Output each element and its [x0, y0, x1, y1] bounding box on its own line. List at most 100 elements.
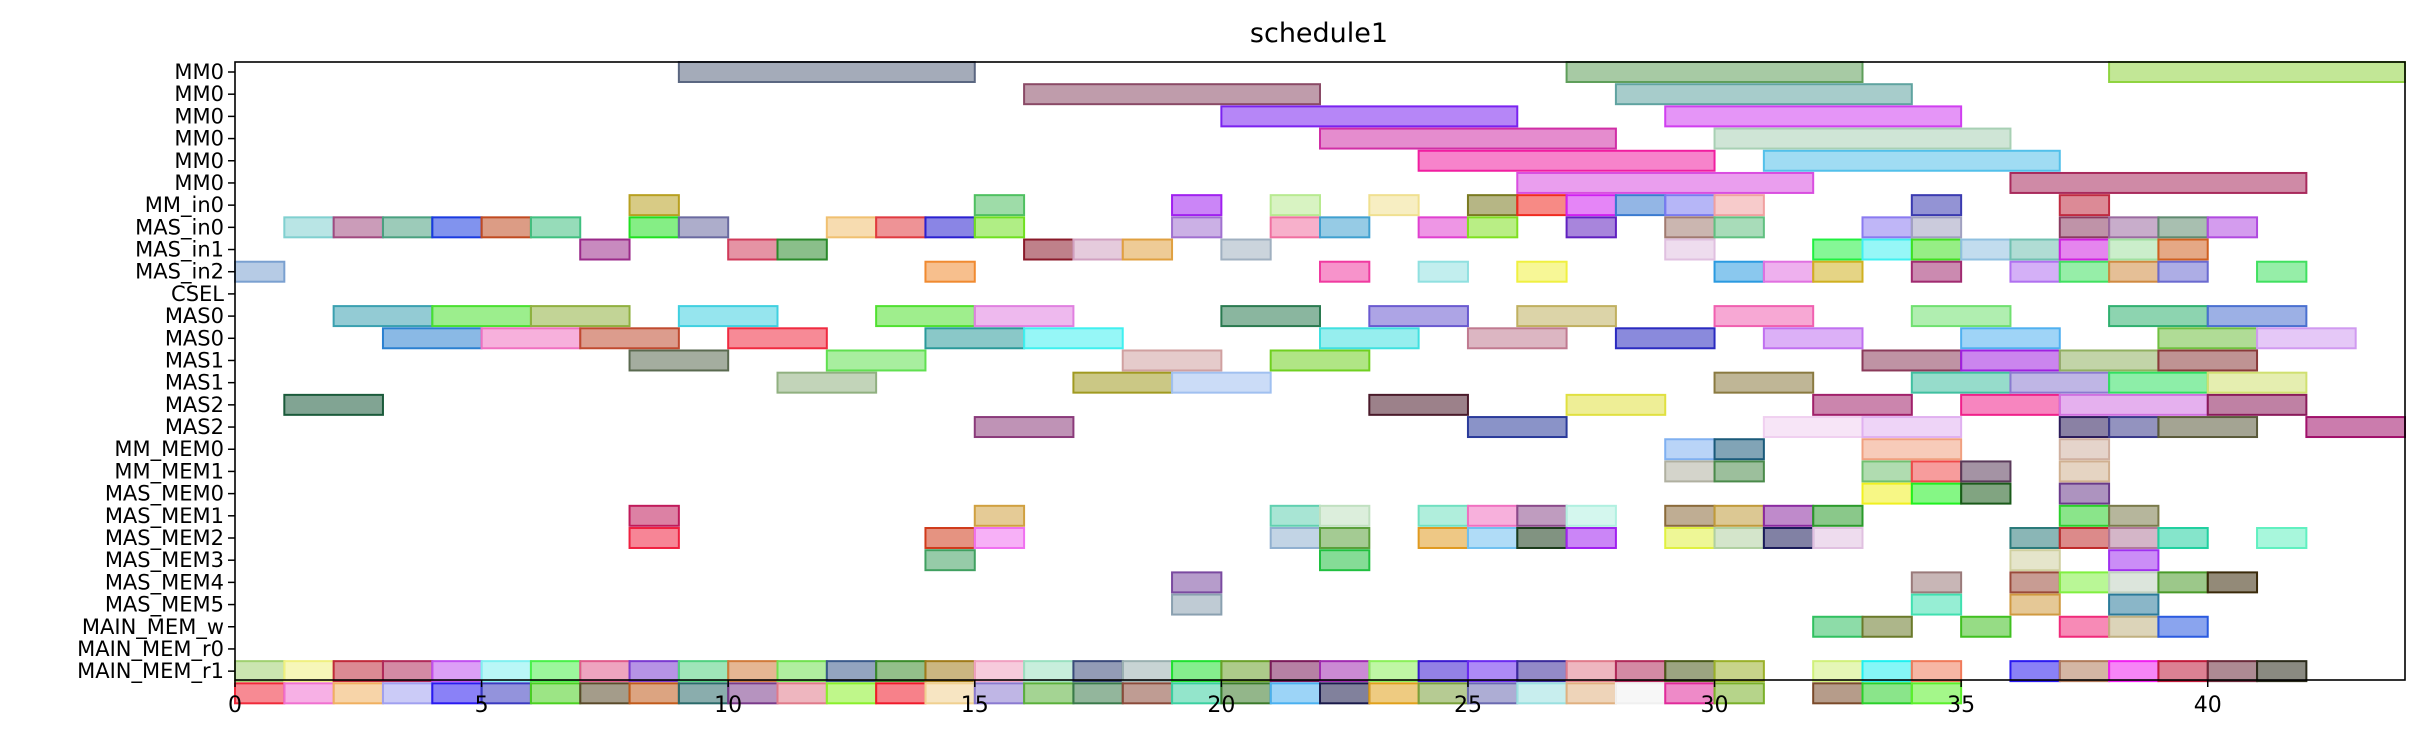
gantt-bar	[2058, 349, 2160, 372]
gantt-bar	[1565, 216, 1617, 239]
gantt-bar	[1368, 660, 1420, 683]
gantt-bar	[1417, 527, 1469, 549]
gantt-bar	[1664, 460, 1716, 483]
y-tick-label: MM0	[174, 171, 224, 195]
gantt-bar	[1319, 682, 1371, 705]
gantt-bar	[1762, 149, 2061, 172]
gantt-bar	[1614, 327, 1716, 350]
bars-layer	[234, 61, 2406, 705]
y-axis: MM0MM0MM0MM0MM0MM0MM_in0MAS_in0MAS_in1MA…	[77, 60, 235, 684]
gantt-bar	[1023, 83, 1322, 106]
gantt-bar	[1664, 194, 1716, 217]
x-tick-label: 20	[1207, 693, 1235, 718]
gantt-bar	[1713, 127, 2012, 150]
gantt-bar	[1861, 482, 1913, 505]
plot-frame	[234, 61, 2406, 681]
gantt-bar	[579, 327, 680, 350]
gantt-bar	[1565, 194, 1617, 217]
gantt-bar	[1319, 260, 1371, 283]
gantt-bar	[924, 327, 1026, 350]
gantt-bar	[1910, 482, 1963, 505]
gantt-bar	[1565, 527, 1617, 549]
gantt-bar	[1812, 682, 1864, 705]
gantt-bar	[628, 527, 680, 549]
y-tick-label: MAS0	[165, 326, 224, 350]
gantt-bar	[2058, 194, 2111, 217]
gantt-bar	[2157, 216, 2209, 239]
gantt-bar	[1713, 260, 1765, 283]
gantt-bar	[2206, 660, 2259, 683]
gantt-bar	[1269, 194, 1321, 217]
gantt-bar	[381, 216, 434, 239]
gantt-bar	[1516, 194, 1568, 217]
x-tick-label: 0	[228, 693, 242, 718]
gantt-bar	[1466, 194, 1519, 217]
gantt-bar	[1171, 371, 1272, 394]
gantt-bar	[2157, 238, 2209, 261]
gantt-bar	[1861, 349, 1963, 372]
gantt-bar	[431, 216, 483, 239]
gantt-bar	[381, 327, 483, 350]
gantt-bar	[1812, 393, 1913, 416]
gantt-bar	[1516, 660, 1568, 683]
gantt-bar	[283, 216, 335, 239]
x-tick-label: 15	[961, 693, 989, 718]
gantt-bar	[1368, 305, 1469, 328]
gantt-bar	[1121, 349, 1223, 372]
gantt-bar	[1072, 660, 1124, 683]
gantt-bar	[1713, 660, 1765, 683]
gantt-bar	[1713, 682, 1765, 705]
gantt-bar	[2058, 460, 2111, 483]
gantt-bar	[2009, 260, 2061, 283]
gantt-bar	[1516, 305, 1617, 328]
gantt-bar	[1466, 660, 1519, 683]
gantt-bar	[973, 305, 1075, 328]
gantt-bar	[2058, 527, 2111, 549]
gantt-bar	[727, 238, 779, 261]
gantt-bar	[2157, 571, 2209, 594]
gantt-bar	[1121, 682, 1174, 705]
y-tick-label: MAS2	[165, 393, 224, 417]
gantt-bar	[2305, 416, 2406, 439]
gantt-bar	[1960, 615, 2012, 638]
gantt-bar	[1171, 660, 1223, 683]
gantt-bar	[2009, 571, 2061, 594]
gantt-bar	[1664, 438, 1716, 461]
gantt-bar	[1565, 393, 1667, 416]
gantt-bar	[1960, 349, 2061, 372]
y-tick-label: MM_MEM1	[114, 459, 224, 484]
gantt-bar	[1368, 682, 1420, 705]
gantt-bar	[1023, 682, 1075, 705]
y-tick-label: MAS1	[165, 348, 224, 372]
gantt-bar	[628, 504, 680, 527]
gantt-bar	[1220, 305, 1322, 328]
gantt-bar	[1713, 504, 1765, 527]
gantt-bar	[1960, 238, 2012, 261]
y-tick-label: CSEL	[171, 282, 224, 306]
gantt-bar	[2157, 527, 2209, 549]
gantt-bar	[1664, 504, 1716, 527]
gantt-bar	[2058, 393, 2209, 416]
gantt-bar	[2206, 216, 2259, 239]
gantt-bar	[2157, 416, 2259, 439]
gantt-bar	[2009, 593, 2061, 616]
gantt-bar	[1417, 504, 1469, 527]
gantt-bar	[1812, 504, 1864, 527]
gantt-bar	[2009, 527, 2061, 549]
x-tick-label: 5	[475, 693, 489, 718]
gantt-bar	[1269, 504, 1321, 527]
gantt-bar	[1861, 416, 1963, 439]
gantt-bar	[2058, 438, 2111, 461]
gantt-bar	[1516, 171, 1815, 194]
gantt-bar	[875, 216, 927, 239]
gantt-bar	[1713, 527, 1765, 549]
x-tick-label: 10	[714, 693, 742, 718]
gantt-bar	[480, 216, 532, 239]
gantt-bar	[2058, 615, 2111, 638]
gantt-bar	[1319, 527, 1371, 549]
gantt-bar	[2108, 305, 2209, 328]
gantt-bar	[1269, 682, 1321, 705]
gantt-bar	[1466, 216, 1519, 239]
gantt-bar	[2009, 549, 2061, 572]
